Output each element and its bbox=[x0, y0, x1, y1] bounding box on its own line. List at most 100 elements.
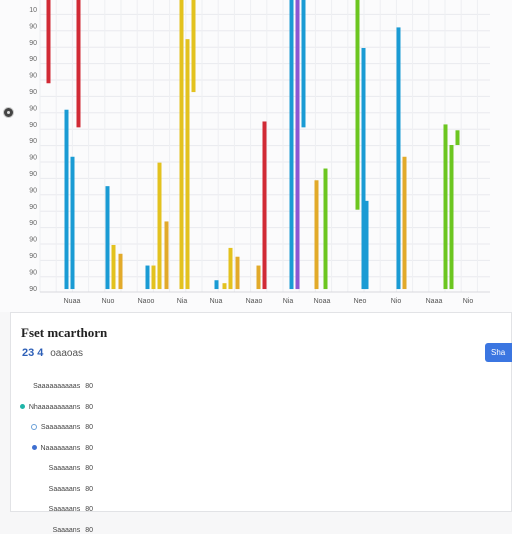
x-axis: Nuaa Nuo Naoo Nia Nua Naao Nia Noaa Neo Nio Naaa Ni… bbox=[64, 298, 474, 305]
bar bbox=[301, 0, 306, 128]
bar bbox=[164, 221, 169, 290]
bar bbox=[46, 0, 51, 84]
y-tick-label: 90 bbox=[29, 286, 37, 293]
legend-value: 80 bbox=[85, 465, 93, 472]
legend-dot-icon bbox=[30, 424, 37, 431]
legend-value: 80 bbox=[85, 506, 93, 513]
bar bbox=[355, 0, 360, 210]
bar bbox=[235, 256, 240, 290]
bar-chart-svg: 10 90 90 90 90 90 90 90 90 90 90 90 90 90 90 90 90 90 Nua… bbox=[29, 0, 490, 305]
summary-label: oaaoas bbox=[50, 348, 84, 359]
y-tick-label: 90 bbox=[29, 155, 37, 162]
bar bbox=[214, 280, 219, 290]
legend-item: Saaaaans 80 bbox=[49, 486, 93, 493]
scroll-handle-icon[interactable] bbox=[3, 107, 14, 118]
x-tick-label: Nua bbox=[210, 298, 223, 305]
bar bbox=[145, 265, 150, 290]
legend-value: 80 bbox=[85, 485, 93, 493]
legend-label: Saaaaans bbox=[48, 506, 81, 513]
bar bbox=[111, 244, 116, 290]
y-tick-label: 90 bbox=[29, 23, 37, 30]
y-tick-label: 90 bbox=[29, 40, 37, 47]
bar bbox=[70, 156, 75, 290]
legend-item: Saaaaaaans 80 bbox=[30, 424, 93, 431]
bar bbox=[222, 283, 227, 290]
legend-value: 80 bbox=[85, 383, 93, 390]
summary: 23 4 oaaoas bbox=[22, 347, 83, 359]
legend-value: 80 bbox=[85, 526, 93, 534]
x-tick-label: Noaa bbox=[314, 298, 331, 305]
bar bbox=[402, 156, 407, 290]
x-tick-label: Naoo bbox=[138, 298, 155, 305]
y-tick-label: 90 bbox=[29, 89, 37, 96]
legend-item: Naaaaaaans 80 bbox=[31, 444, 93, 452]
bar bbox=[443, 124, 448, 290]
bar bbox=[151, 265, 156, 290]
bar bbox=[314, 180, 319, 290]
bar bbox=[289, 0, 294, 290]
y-tick-label: 90 bbox=[29, 122, 37, 129]
x-tick-label: Nuo bbox=[102, 298, 115, 305]
x-tick-label: Naao bbox=[246, 298, 263, 305]
bar bbox=[262, 121, 267, 290]
bar bbox=[361, 47, 366, 290]
bar bbox=[364, 200, 369, 290]
share-button[interactable]: Sha bbox=[485, 343, 512, 362]
y-tick-label: 90 bbox=[29, 171, 37, 178]
bar bbox=[323, 168, 328, 290]
legend-value: 80 bbox=[85, 403, 93, 411]
y-tick-label: 90 bbox=[29, 138, 37, 145]
x-tick-label: Nio bbox=[463, 298, 474, 305]
bar bbox=[76, 0, 81, 128]
x-tick-label: Nio bbox=[391, 298, 402, 305]
bar bbox=[228, 247, 233, 290]
legend-dot-icon bbox=[31, 445, 37, 451]
panel-title: Fset mcarthorn bbox=[21, 325, 108, 340]
y-tick-label: 90 bbox=[29, 220, 37, 227]
y-tick-label: 90 bbox=[29, 237, 37, 244]
bar bbox=[191, 0, 196, 93]
bar bbox=[396, 27, 401, 290]
legend-item: Nhaaaaaaaaans 80 bbox=[19, 403, 93, 411]
y-tick-label: 90 bbox=[29, 204, 37, 211]
bar bbox=[455, 130, 460, 145]
legend-label: Naaaaaaans bbox=[40, 444, 81, 452]
legend-item: Saaaans 80 bbox=[53, 527, 93, 534]
summary-value: 23 4 bbox=[22, 347, 44, 359]
y-tick-label: 90 bbox=[29, 56, 37, 63]
legend-label: Saaaaans bbox=[48, 485, 81, 493]
bar bbox=[64, 109, 69, 290]
bar bbox=[179, 0, 184, 290]
bar bbox=[449, 145, 454, 290]
x-tick-label: Neo bbox=[354, 298, 367, 305]
legend-label: Saaaaaaans bbox=[40, 424, 81, 431]
x-tick-label: Nia bbox=[177, 298, 188, 305]
y-axis: 10 90 90 90 90 90 90 90 90 90 90 90 90 90 90 90 90 90 bbox=[29, 7, 37, 293]
legend-item: Saaaaans 80 bbox=[49, 465, 93, 472]
legend-dot-icon bbox=[19, 404, 25, 410]
y-tick-label: 90 bbox=[29, 269, 37, 276]
legend-value: 80 bbox=[85, 444, 93, 452]
x-tick-label: Naaa bbox=[426, 298, 443, 305]
legend-label: Saaaaans bbox=[48, 465, 81, 472]
bar bbox=[295, 0, 300, 290]
x-tick-label: Nuaa bbox=[64, 298, 81, 305]
bar bbox=[118, 253, 123, 290]
legend-label: Saaaans bbox=[52, 526, 81, 534]
y-tick-label: 10 bbox=[29, 7, 37, 14]
y-tick-label: 90 bbox=[29, 187, 37, 194]
legend-label: Nhaaaaaaaaans bbox=[28, 403, 81, 411]
y-tick-label: 90 bbox=[29, 105, 37, 112]
bar bbox=[185, 39, 190, 290]
legend-label: Saaaaaaaaaas bbox=[33, 383, 81, 390]
x-tick-label: Nia bbox=[283, 298, 294, 305]
legend-value: 80 bbox=[85, 424, 93, 431]
y-tick-label: 90 bbox=[29, 253, 37, 260]
legend-item: Saaaaans 80 bbox=[49, 506, 93, 513]
bar bbox=[157, 162, 162, 290]
bar bbox=[256, 265, 261, 290]
bars-layer bbox=[46, 0, 460, 290]
y-tick-label: 90 bbox=[29, 73, 37, 80]
info-panel: Fset mcarthorn 23 4 oaaoas Sha Saaaaaaaa… bbox=[10, 312, 512, 534]
bar bbox=[105, 186, 110, 290]
